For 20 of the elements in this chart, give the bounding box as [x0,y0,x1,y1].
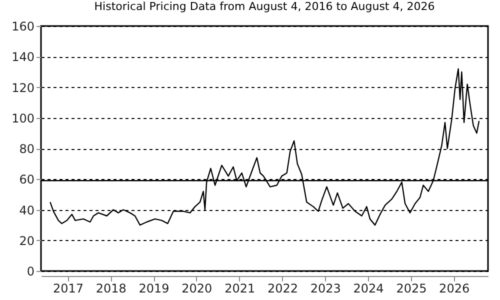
y-tick-label: 160 [12,20,34,34]
y-tick-label: 100 [12,111,34,126]
x-tick-label: 2021 [224,282,256,296]
x-tick-label: 2017 [53,282,84,296]
x-tick-label: 2022 [267,282,298,296]
y-tick-label: 80 [19,142,34,156]
y-tick-label: 0 [26,264,34,278]
y-tick-label: 40 [19,203,34,218]
x-tick-label: 2020 [182,282,212,296]
x-tick-label: 2019 [138,282,170,296]
y-tick-label: 60 [19,172,34,187]
chart-title: Historical Pricing Data from August 4, 2016 to August 4, 2026 [94,0,435,13]
y-tick-label: 140 [12,50,34,64]
x-tick-label: 2025 [396,282,427,296]
x-tick-label: 2018 [96,282,126,296]
x-tick-label: 2023 [310,282,341,296]
x-tick-label: 2024 [353,282,384,296]
y-tick-label: 20 [19,234,34,248]
y-tick-label: 120 [12,80,34,95]
x-tick-label: 2026 [439,282,470,296]
